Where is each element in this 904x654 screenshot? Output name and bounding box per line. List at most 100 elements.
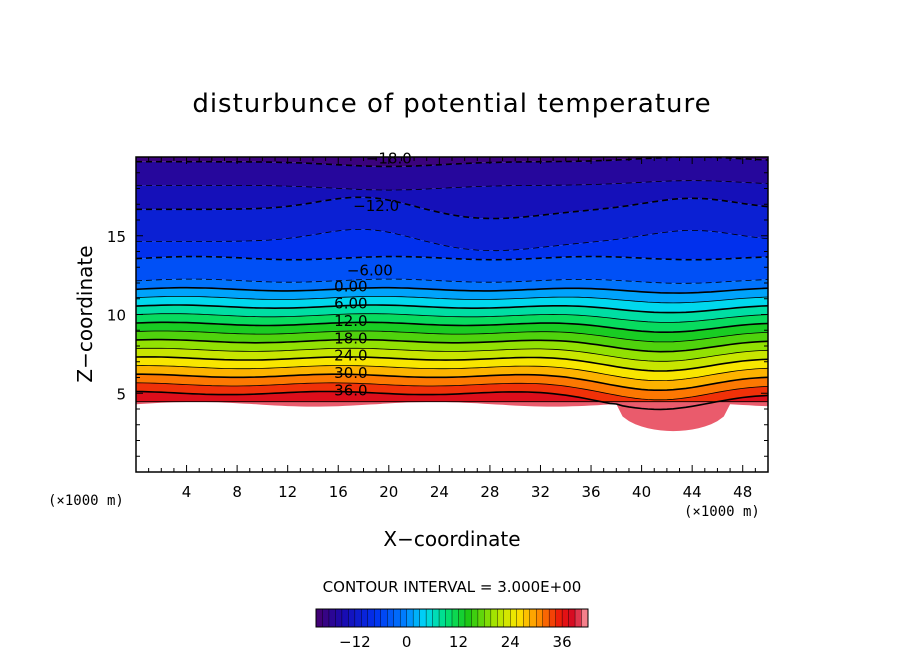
- colorbar-cell: [425, 608, 434, 628]
- contour-band: [136, 305, 768, 323]
- colorbar-cell: [523, 608, 531, 628]
- colorbar-cell: [438, 608, 447, 628]
- colorbar-cell: [542, 608, 550, 628]
- x-axis-label: X−coordinate: [383, 527, 520, 551]
- colorbar-cell: [535, 608, 544, 628]
- y-tick-labels: 5 10 15: [107, 228, 126, 404]
- contour-line: [136, 229, 768, 252]
- contour-line: [136, 330, 768, 343]
- contour-labels: −18.0−12.0−6.000.006.0012.018.024.030.03…: [334, 150, 412, 400]
- colorbar-cell: [561, 608, 570, 628]
- colorbar-cell: [568, 608, 576, 628]
- colorbar-tick-label: 12: [449, 633, 468, 651]
- contour-band: [136, 197, 768, 251]
- contour-line: [136, 278, 768, 284]
- axis-ticks: [136, 157, 768, 472]
- colorbar-cell: [387, 608, 395, 628]
- contour-label: 36.0: [334, 381, 367, 399]
- colorbar-cell: [451, 608, 459, 628]
- colorbar-cell: [354, 608, 362, 628]
- x-tick-label: 44: [683, 483, 702, 501]
- contour-band: [136, 356, 768, 381]
- colorbar-cell: [484, 608, 492, 628]
- contour-band: [136, 296, 768, 313]
- contour-label: 12.0: [334, 312, 367, 330]
- colorbar-cell: [341, 608, 349, 628]
- contour-label: 0.00: [334, 277, 367, 295]
- colorbar-cell: [374, 608, 382, 628]
- colorbar-cell: [503, 608, 511, 628]
- colorbar-tick-label: 0: [402, 633, 412, 651]
- colorbar-cell: [367, 608, 375, 628]
- colorbar-cell: [471, 608, 479, 628]
- colorbar-cell: [399, 608, 408, 628]
- x-tick-label: 4: [182, 483, 192, 501]
- contour-band: [136, 133, 768, 142]
- contour-label: 18.0: [334, 329, 367, 347]
- colorbar-cell: [419, 608, 427, 628]
- contour-line: [136, 347, 768, 362]
- x-tick-label: 12: [278, 483, 297, 501]
- colorbar-tick-label: −12: [339, 633, 371, 651]
- x-tick-label: 28: [480, 483, 499, 501]
- contour-band: [136, 157, 768, 167]
- x-tick-label: 16: [329, 483, 348, 501]
- contour-line: [136, 338, 768, 353]
- contour-fill-bands: [136, 133, 768, 432]
- contour-label: −6.00: [347, 262, 393, 280]
- contour-line: [136, 286, 768, 294]
- x-tick-label: 36: [581, 483, 600, 501]
- colorbar-cell: [497, 608, 505, 628]
- contour-band: [136, 382, 768, 402]
- contour-band: [136, 229, 768, 260]
- x-tick-label: 8: [232, 483, 242, 501]
- colorbar-cell: [393, 608, 401, 628]
- colorbar-cell: [315, 608, 323, 628]
- contour-line: [136, 373, 768, 391]
- contour-label: −12.0: [353, 197, 399, 215]
- x-tick-label: 24: [430, 483, 449, 501]
- colorbar-cell: [548, 608, 557, 628]
- contour-line: [136, 304, 768, 314]
- colorbar-cell: [477, 608, 485, 628]
- colorbar-cell: [445, 608, 453, 628]
- colorbar-cell: [322, 608, 330, 628]
- colorbar-tick-label: 36: [553, 633, 572, 651]
- colorbar-cell: [328, 608, 336, 628]
- contour-line: [136, 390, 768, 411]
- contour-line: [136, 321, 768, 333]
- contour-band: [136, 180, 768, 219]
- y-tick-label: 15: [107, 228, 126, 246]
- contour-band: [136, 157, 768, 191]
- colorbar-cell: [510, 608, 518, 628]
- colorbar-cell: [412, 608, 421, 628]
- contour-interval-text: CONTOUR INTERVAL = 3.000E+00: [323, 578, 582, 596]
- colorbar-cell: [581, 608, 589, 628]
- colorbar-cell: [555, 608, 563, 628]
- colorbar-cell: [361, 608, 369, 628]
- x-tick-label: 40: [632, 483, 651, 501]
- contour-band: [136, 401, 768, 432]
- colorbar-cell: [432, 608, 440, 628]
- x-tick-label: 20: [379, 483, 398, 501]
- contour-band: [136, 374, 768, 400]
- x-tick-labels: 4 8 12 16 20 24 28 32 36 40 44 48: [182, 483, 752, 501]
- colorbar-cell: [464, 608, 472, 628]
- colorbar-cell: [574, 608, 583, 628]
- colorbar-cell: [516, 608, 524, 628]
- contour-line: [136, 196, 768, 220]
- colorbar-cell: [529, 608, 537, 628]
- contour-line: [136, 313, 768, 323]
- colorbar: [315, 608, 589, 628]
- contour-band: [136, 256, 768, 284]
- colorbar-tick-label: 24: [501, 633, 520, 651]
- contour-line: [136, 180, 768, 191]
- colorbar-cell: [348, 608, 356, 628]
- contour-line: [136, 356, 768, 372]
- chart-title: disturbunce of potential temperature: [192, 89, 711, 119]
- x-tick-label: 32: [531, 483, 550, 501]
- colorbar-tick-labels: −12 0 12 24 36: [339, 633, 572, 651]
- colorbar-cell: [458, 608, 466, 628]
- x-unit-right: (×1000 m): [684, 504, 760, 520]
